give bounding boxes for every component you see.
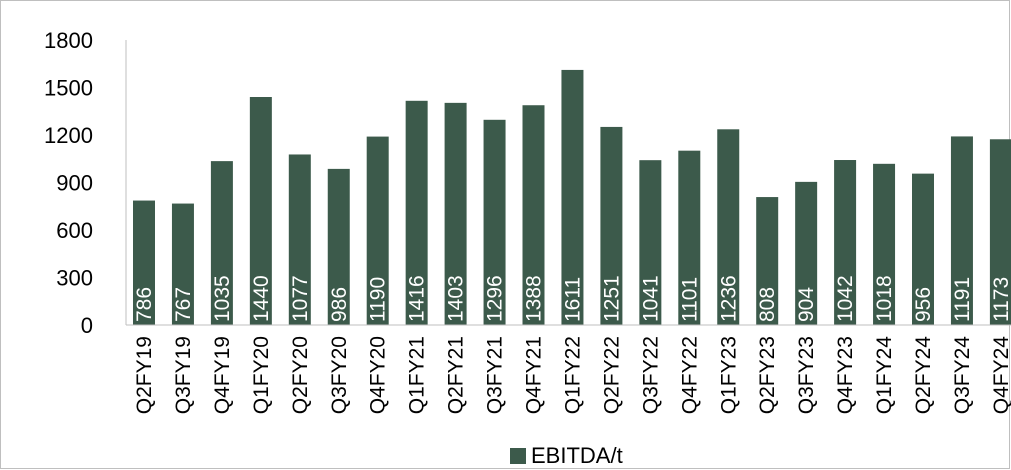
bar-value-label: 786 bbox=[133, 287, 156, 322]
bar-value-label: 1190 bbox=[367, 277, 390, 322]
x-tick-label: Q1FY23 bbox=[717, 336, 740, 414]
bar-value-label: 1173 bbox=[990, 277, 1011, 322]
x-tick-label: Q2FY22 bbox=[600, 336, 623, 414]
y-tick-label: 1500 bbox=[44, 76, 93, 101]
bar bbox=[912, 173, 934, 325]
x-tick-label: Q4FY19 bbox=[211, 336, 234, 414]
bar bbox=[561, 69, 584, 325]
y-tick-label: 0 bbox=[81, 313, 93, 338]
bar-value-label: 956 bbox=[912, 287, 935, 322]
bar bbox=[639, 160, 662, 325]
bar-value-label: 904 bbox=[795, 287, 818, 322]
bar-labels: 786 767 1035 1440 1077 986 1190 1416 1403 1296 138… bbox=[133, 275, 1011, 322]
bar-value-label: 767 bbox=[172, 287, 195, 322]
y-tick-label: 1200 bbox=[44, 123, 93, 148]
bar bbox=[444, 102, 467, 325]
bar bbox=[834, 160, 857, 325]
bar-value-label: 1416 bbox=[406, 275, 429, 322]
bar-value-label: 1611 bbox=[561, 277, 584, 322]
x-tick-label: Q4FY24 bbox=[990, 336, 1011, 415]
x-tick-label: Q3FY19 bbox=[172, 336, 195, 414]
x-tick-label: Q1FY20 bbox=[250, 336, 273, 414]
y-axis: 0 300 600 900 1200 1500 1800 bbox=[44, 28, 127, 338]
legend: EBITDA/t bbox=[510, 444, 623, 468]
bar-value-label: 1077 bbox=[289, 275, 312, 322]
bar bbox=[950, 136, 973, 325]
bar-value-label: 1296 bbox=[484, 275, 507, 322]
bar-value-label: 1191 bbox=[951, 277, 974, 322]
x-tick-label: Q2FY21 bbox=[445, 336, 468, 414]
x-axis: Q2FY19 Q3FY19 Q4FY19 Q1FY20 Q2FY20 Q3FY20 Q4FY… bbox=[126, 324, 1011, 415]
y-tick-label: 900 bbox=[56, 171, 93, 196]
x-tick-label: Q4FY23 bbox=[834, 336, 857, 414]
bar bbox=[678, 150, 701, 325]
bar bbox=[210, 161, 233, 325]
bar-value-label: 1403 bbox=[445, 275, 468, 322]
x-tick-label: Q1FY22 bbox=[561, 336, 584, 414]
bar-value-label: 1388 bbox=[523, 275, 546, 322]
x-tick-label: Q2FY24 bbox=[912, 336, 935, 415]
x-tick-label: Q3FY24 bbox=[951, 336, 974, 415]
y-tick-label: 1800 bbox=[44, 28, 93, 53]
x-tick-label: Q4FY20 bbox=[367, 336, 390, 414]
bar-value-label: 986 bbox=[328, 287, 351, 322]
bar-value-label: 1018 bbox=[873, 275, 896, 322]
bar-value-label: 1035 bbox=[211, 275, 234, 322]
x-tick-label: Q1FY24 bbox=[873, 336, 896, 415]
x-tick-label: Q3FY22 bbox=[639, 336, 662, 414]
bar bbox=[717, 129, 740, 325]
bar bbox=[795, 181, 818, 325]
bar bbox=[600, 126, 623, 325]
bar bbox=[989, 139, 1011, 325]
bar bbox=[522, 105, 545, 325]
bar bbox=[249, 97, 272, 325]
bar-value-label: 808 bbox=[756, 287, 779, 322]
bar bbox=[873, 163, 896, 325]
bar-value-label: 1041 bbox=[639, 275, 662, 322]
bar-value-label: 1101 bbox=[678, 277, 701, 322]
bar bbox=[171, 203, 194, 325]
bar-value-label: 1440 bbox=[250, 275, 273, 322]
bar bbox=[327, 168, 350, 325]
legend-swatch bbox=[510, 448, 526, 464]
bar-value-label: 1236 bbox=[717, 275, 740, 322]
y-tick-label: 300 bbox=[56, 266, 93, 291]
bar bbox=[288, 154, 311, 325]
x-tick-label: Q4FY21 bbox=[523, 336, 546, 414]
bar bbox=[756, 197, 779, 325]
x-tick-label: Q2FY19 bbox=[133, 336, 156, 414]
x-tick-label: Q2FY20 bbox=[289, 336, 312, 414]
x-tick-label: Q3FY20 bbox=[328, 336, 351, 414]
x-tick-label: Q3FY23 bbox=[795, 336, 818, 414]
x-tick-label: Q4FY22 bbox=[678, 336, 701, 414]
bar-value-label: 1251 bbox=[600, 275, 623, 322]
x-tick-label: Q3FY21 bbox=[484, 336, 507, 414]
x-tick-label: Q2FY23 bbox=[756, 336, 779, 414]
bar-value-label: 1042 bbox=[834, 275, 857, 322]
bar bbox=[133, 200, 155, 325]
bars bbox=[133, 69, 1011, 325]
x-tick-label: Q1FY21 bbox=[406, 336, 429, 414]
bar bbox=[366, 136, 389, 325]
y-tick-label: 600 bbox=[56, 218, 93, 243]
bar bbox=[483, 119, 506, 325]
legend-label: EBITDA/t bbox=[531, 443, 623, 468]
bar bbox=[405, 100, 428, 325]
